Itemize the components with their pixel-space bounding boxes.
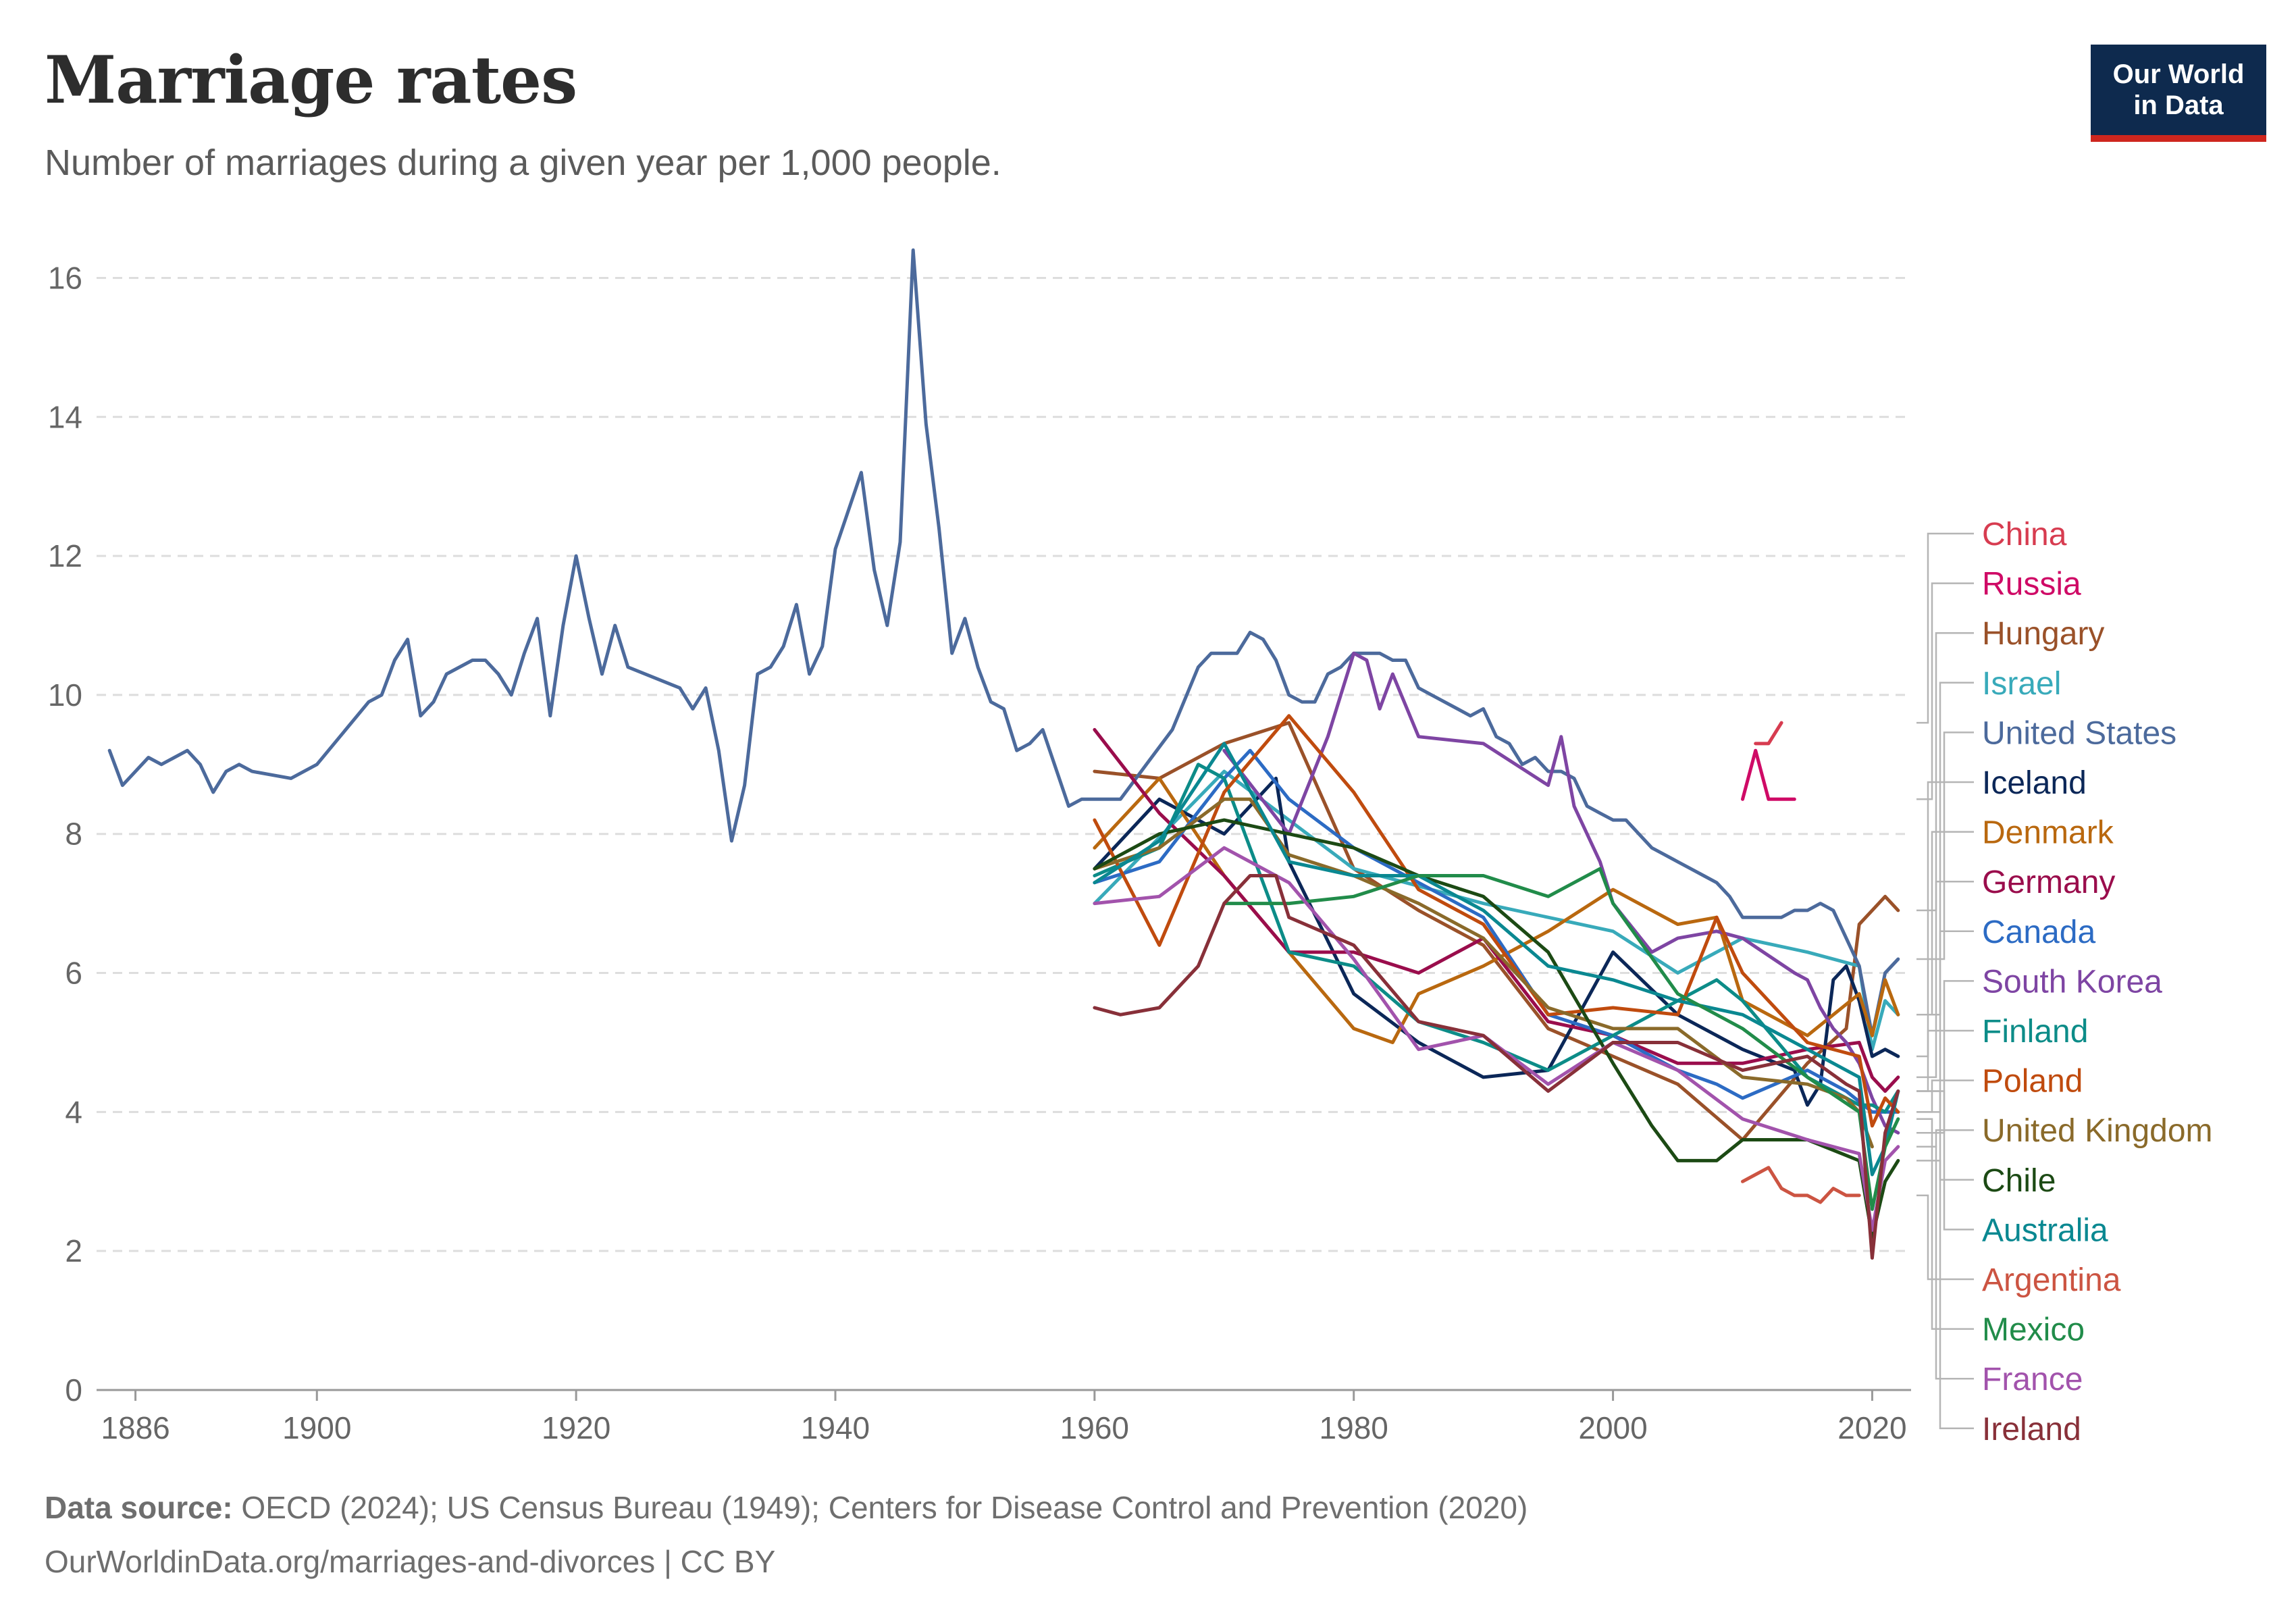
- series-label-israel: Israel: [1982, 666, 2061, 702]
- series-line-hungary: [1093, 721, 1900, 1141]
- series-line-russia: [1741, 748, 1796, 801]
- series-line-poland: [1093, 714, 1900, 1128]
- series-label-mexico: Mexico: [1982, 1312, 2085, 1348]
- owid-logo[interactable]: Our World in Data: [2091, 45, 2266, 142]
- label-connector-germany: [1916, 880, 1974, 1079]
- series-line-mexico: [1222, 867, 1900, 1211]
- series-line-ireland: [1093, 874, 1900, 1260]
- y-tick-label: 14: [48, 399, 82, 434]
- series-line-germany: [1093, 727, 1900, 1093]
- series-label-hungary: Hungary: [1982, 616, 2104, 652]
- logo-line-2: in Data: [2133, 91, 2224, 120]
- series-label-iceland: Iceland: [1982, 765, 2087, 801]
- series-label-canada: Canada: [1982, 915, 2095, 950]
- label-connector-united-states: [1916, 731, 1974, 960]
- label-connector-poland: [1916, 1079, 1974, 1113]
- series-label-united-states: United States: [1982, 715, 2176, 751]
- label-connector-argentina: [1916, 1194, 1974, 1281]
- series-label-poland: Poland: [1982, 1064, 2083, 1100]
- series-label-china: China: [1982, 517, 2067, 552]
- label-connector-france: [1916, 1146, 1974, 1380]
- chart-title: Marriage rates: [45, 42, 577, 118]
- y-tick-label: 6: [65, 956, 82, 991]
- label-connector-ireland: [1916, 1090, 1974, 1430]
- series-line-chile: [1093, 818, 1900, 1239]
- series-label-russia: Russia: [1982, 567, 2081, 602]
- x-tick-label: 1980: [1320, 1410, 1388, 1445]
- series-label-denmark: Denmark: [1982, 815, 2114, 851]
- series-label-argentina: Argentina: [1982, 1262, 2121, 1298]
- series-label-australia: Australia: [1982, 1212, 2108, 1248]
- logo-line-1: Our World: [2112, 59, 2245, 89]
- label-connector-denmark: [1916, 831, 1974, 1016]
- series-label-finland: Finland: [1982, 1014, 2088, 1050]
- series-label-united-kingdom: United Kingdom: [1982, 1113, 2213, 1149]
- label-connector-hungary: [1916, 632, 1974, 912]
- series-line-argentina: [1741, 1166, 1861, 1204]
- x-tick-label: 1920: [542, 1410, 610, 1445]
- label-connector-china: [1916, 532, 1974, 724]
- series-line-china: [1754, 721, 1783, 746]
- x-tick-label: 2020: [1837, 1410, 1906, 1445]
- series-line-united-states: [107, 248, 1900, 1037]
- y-tick-label: 10: [48, 677, 82, 713]
- series-label-chile: Chile: [1982, 1163, 2056, 1199]
- y-tick-label: 12: [48, 538, 82, 573]
- y-tick-label: 4: [65, 1094, 82, 1129]
- y-tick-label: 16: [48, 260, 82, 295]
- y-tick-label: 0: [65, 1372, 82, 1408]
- series-line-denmark: [1093, 776, 1900, 1044]
- y-tick-label: 2: [65, 1233, 82, 1268]
- x-tick-label: 1886: [101, 1410, 169, 1445]
- label-connector-south-korea: [1916, 980, 1974, 1134]
- x-tick-label: 1960: [1060, 1410, 1129, 1445]
- x-tick-label: 1900: [282, 1410, 351, 1445]
- source-text: OECD (2024); US Census Bureau (1949); Ce…: [232, 1490, 1528, 1525]
- chart-subtitle: Number of marriages during a given year …: [45, 143, 1001, 183]
- series-label-ireland: Ireland: [1982, 1412, 2081, 1447]
- label-connector-mexico: [1916, 1118, 1974, 1330]
- source-url[interactable]: OurWorldinData.org/marriages-and-divorce…: [45, 1544, 776, 1579]
- series-label-south-korea: South Korea: [1982, 964, 2162, 1000]
- label-connector-chile: [1916, 1160, 1974, 1181]
- x-tick-label: 1940: [801, 1410, 870, 1445]
- series-line-canada: [1093, 748, 1900, 1114]
- series-line-south-korea: [1222, 651, 1900, 1135]
- y-tick-label: 8: [65, 817, 82, 852]
- source-note: Data source: OECD (2024); US Census Bure…: [45, 1489, 1528, 1526]
- label-connector-russia: [1916, 582, 1974, 800]
- series-line-australia: [1093, 742, 1900, 1177]
- label-connector-finland: [1916, 1029, 1974, 1092]
- label-connector-iceland: [1916, 781, 1974, 1058]
- series-label-germany: Germany: [1982, 865, 2115, 900]
- source-label: Data source:: [45, 1490, 233, 1525]
- x-tick-label: 2000: [1578, 1410, 1647, 1445]
- series-label-france: France: [1982, 1362, 2083, 1397]
